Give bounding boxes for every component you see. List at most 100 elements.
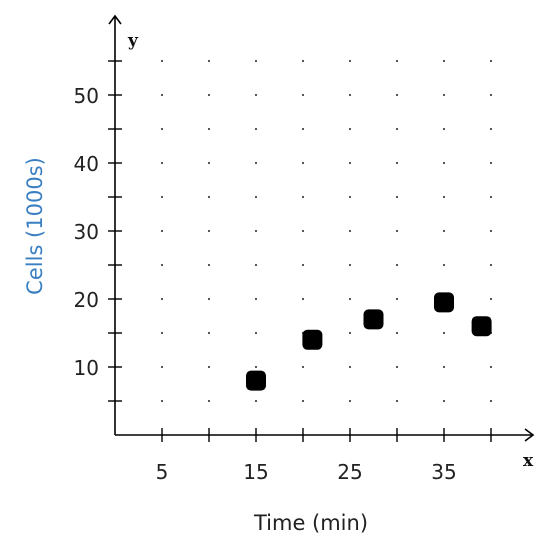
y-tick-label: 40 xyxy=(74,152,99,176)
grid-dot xyxy=(207,229,211,233)
grid-dot xyxy=(348,195,352,199)
x-tick-label: 25 xyxy=(337,460,362,484)
y-tick-label: 20 xyxy=(74,288,99,312)
grid-dots xyxy=(160,59,493,403)
grid-dot xyxy=(395,127,399,131)
grid-dot xyxy=(160,365,164,369)
grid-dot xyxy=(160,161,164,165)
y-tick-label: 10 xyxy=(74,356,99,380)
grid-dot xyxy=(254,127,258,131)
grid-dot xyxy=(395,59,399,63)
grid-dot xyxy=(395,331,399,335)
grid-dot xyxy=(301,127,305,131)
grid-dot xyxy=(489,93,493,97)
grid-dot xyxy=(301,297,305,301)
grid-dot xyxy=(442,59,446,63)
x-axis-letter: x xyxy=(523,451,534,471)
grid-dot xyxy=(395,229,399,233)
x-tick-label: 35 xyxy=(431,460,456,484)
grid-dot xyxy=(254,263,258,267)
grid-dot xyxy=(301,399,305,403)
grid-dot xyxy=(348,161,352,165)
ticks: 5 15 25 35 10 20 30 40 50 xyxy=(74,60,492,484)
data-point xyxy=(246,370,266,391)
y-axis-arrow xyxy=(108,14,122,25)
grid-dot xyxy=(207,59,211,63)
grid-dot xyxy=(160,93,164,97)
x-axis-title: Time (min) xyxy=(253,511,368,535)
grid-dot xyxy=(489,297,493,301)
grid-dot xyxy=(489,263,493,267)
grid-dot xyxy=(489,161,493,165)
y-tick-label: 50 xyxy=(74,84,99,108)
grid-dot xyxy=(301,365,305,369)
axes xyxy=(108,14,535,442)
grid-dot xyxy=(395,93,399,97)
grid-dot xyxy=(160,263,164,267)
x-tick-label: 15 xyxy=(243,460,268,484)
grid-dot xyxy=(301,93,305,97)
grid-dot xyxy=(348,93,352,97)
grid-dot xyxy=(160,195,164,199)
grid-dot xyxy=(442,127,446,131)
grid-dot xyxy=(160,127,164,131)
grid-dot xyxy=(489,229,493,233)
grid-dot xyxy=(348,365,352,369)
grid-dot xyxy=(301,263,305,267)
grid-dot xyxy=(489,59,493,63)
grid-dot xyxy=(348,127,352,131)
grid-dot xyxy=(207,399,211,403)
grid-dot xyxy=(442,263,446,267)
y-tick-label: 30 xyxy=(74,220,99,244)
grid-dot xyxy=(442,365,446,369)
data-point xyxy=(302,329,323,350)
grid-dot xyxy=(254,365,258,369)
grid-dot xyxy=(254,229,258,233)
grid-dot xyxy=(442,331,446,335)
grid-dot xyxy=(160,331,164,335)
grid-dot xyxy=(207,93,211,97)
grid-dot xyxy=(348,399,352,403)
grid-dot xyxy=(395,399,399,403)
grid-dot xyxy=(207,263,211,267)
grid-dot xyxy=(395,263,399,267)
grid-dot xyxy=(160,229,164,233)
grid-dot xyxy=(207,297,211,301)
grid-dot xyxy=(254,161,258,165)
grid-dot xyxy=(489,195,493,199)
grid-dot xyxy=(207,161,211,165)
grid-dot xyxy=(254,59,258,63)
grid-dot xyxy=(442,161,446,165)
grid-dot xyxy=(489,127,493,131)
x-axis-arrow xyxy=(524,428,535,442)
grid-dot xyxy=(395,365,399,369)
grid-dot xyxy=(254,331,258,335)
grid-dot xyxy=(442,399,446,403)
grid-dot xyxy=(442,229,446,233)
grid-dot xyxy=(254,93,258,97)
data-point xyxy=(471,316,492,337)
grid-dot xyxy=(301,161,305,165)
x-tick-label: 5 xyxy=(156,460,169,484)
data-point xyxy=(363,309,384,330)
grid-dot xyxy=(254,297,258,301)
grid-dot xyxy=(395,297,399,301)
grid-dot xyxy=(395,161,399,165)
grid-dot xyxy=(348,263,352,267)
data-point xyxy=(434,292,454,313)
grid-dot xyxy=(207,365,211,369)
grid-dot xyxy=(160,399,164,403)
grid-dot xyxy=(254,195,258,199)
grid-dot xyxy=(160,59,164,63)
grid-dot xyxy=(254,399,258,403)
grid-dot xyxy=(301,195,305,199)
grid-dot xyxy=(301,229,305,233)
grid-dot xyxy=(348,297,352,301)
data-points xyxy=(246,292,492,391)
grid-dot xyxy=(442,195,446,199)
grid-dot xyxy=(489,365,493,369)
grid-dot xyxy=(348,331,352,335)
grid-dot xyxy=(207,331,211,335)
grid-dot xyxy=(395,195,399,199)
